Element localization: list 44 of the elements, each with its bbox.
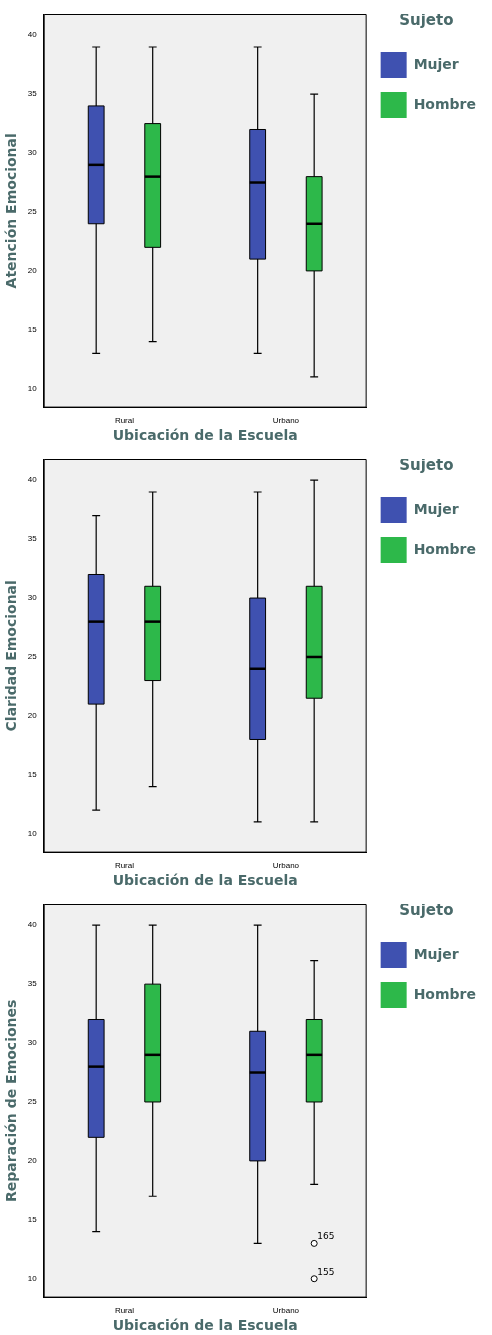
y-tick-label: 35 [27, 89, 38, 99]
x-tick-label: Urbano [272, 860, 300, 870]
y-tick-label: 30 [27, 148, 38, 158]
y-tick-label: 25 [27, 207, 38, 217]
x-axis-title: Ubicación de la Escuela [112, 1317, 298, 1334]
y-tick-label: 40 [27, 475, 38, 485]
y-tick-label: 40 [27, 920, 38, 930]
y-tick-label: 25 [27, 652, 38, 662]
y-axis-title: Claridad Emocional [3, 580, 20, 732]
x-axis-title: Ubicación de la Escuela [112, 427, 298, 444]
y-axis-title: Atención Emocional [3, 133, 20, 289]
y-tick-label: 10 [27, 383, 38, 393]
legend-label: Hombre [413, 985, 476, 1002]
y-tick-label: 15 [27, 1215, 38, 1225]
legend-title: Sujeto [399, 11, 454, 30]
legend-label: Hombre [413, 95, 476, 112]
y-tick-label: 20 [27, 711, 38, 721]
y-tick-label: 30 [27, 593, 38, 603]
y-tick-label: 30 [27, 1038, 38, 1048]
legend-title: Sujeto [399, 901, 454, 920]
annotation: 165 [317, 1231, 335, 1242]
x-tick-label: Rural [114, 1305, 135, 1315]
x-tick-label: Rural [114, 415, 135, 425]
legend-label: Mujer [413, 945, 459, 962]
y-tick-label: 10 [27, 1273, 38, 1283]
y-tick-label: 15 [27, 325, 38, 335]
legend-label: Hombre [413, 540, 476, 557]
y-tick-label: 40 [27, 30, 38, 40]
legend-label: Mujer [413, 500, 459, 517]
y-tick-label: 15 [27, 770, 38, 780]
y-tick-label: 10 [27, 828, 38, 838]
x-tick-label: Rural [114, 860, 135, 870]
x-tick-label: Urbano [272, 1305, 300, 1315]
y-axis-title: Reparación de Emociones [3, 999, 20, 1202]
y-tick-label: 20 [27, 266, 38, 276]
legend-label: Mujer [413, 55, 459, 72]
x-tick-label: Urbano [272, 415, 300, 425]
legend-title: Sujeto [399, 456, 454, 475]
y-tick-label: 35 [27, 979, 38, 989]
y-tick-label: 25 [27, 1097, 38, 1107]
x-axis-title: Ubicación de la Escuela [112, 872, 298, 889]
annotation: 155 [317, 1266, 335, 1277]
y-tick-label: 35 [27, 534, 38, 544]
y-tick-label: 20 [27, 1156, 38, 1166]
